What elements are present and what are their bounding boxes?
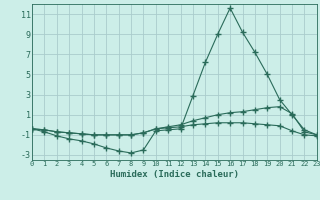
- X-axis label: Humidex (Indice chaleur): Humidex (Indice chaleur): [110, 170, 239, 179]
